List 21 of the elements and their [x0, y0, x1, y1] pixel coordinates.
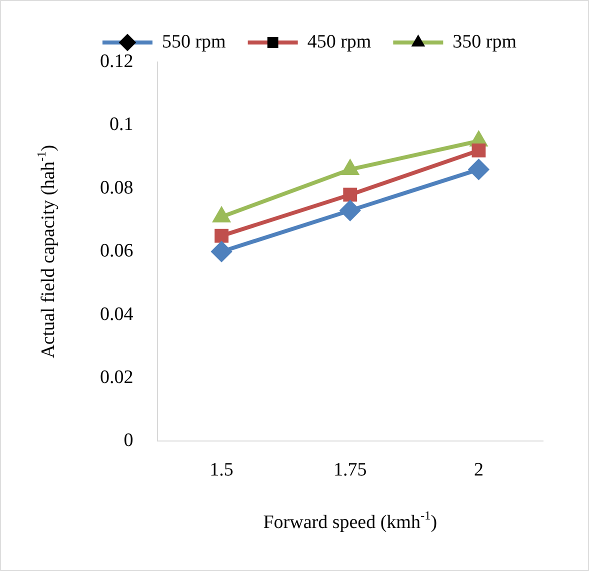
x-tick-label: 2 [474, 460, 484, 481]
point [212, 242, 232, 262]
y-tick-label: 0.06 [100, 240, 134, 262]
y-tick-label: 0.08 [100, 177, 134, 198]
point [214, 228, 228, 243]
y-tick-label: 0.12 [100, 50, 134, 72]
y-axis-title: Actual field capacity (hah-1) [34, 144, 59, 358]
y-tick-label: 0.04 [100, 304, 134, 325]
y-tick-label: 0.02 [100, 366, 134, 388]
legend-label: 550 rpm [162, 31, 226, 52]
point [340, 200, 360, 221]
point [343, 188, 358, 202]
point [468, 159, 489, 180]
legend-label: 350 rpm [452, 31, 517, 52]
y-tick-label: 0.1 [110, 114, 134, 136]
x-tick-label: 1.75 [334, 460, 367, 481]
point [472, 144, 486, 158]
x-tick-label: 1.5 [210, 460, 234, 481]
legend-label: 450 rpm [307, 31, 372, 52]
point [342, 160, 358, 175]
y-tick-label: 0 [124, 430, 134, 452]
